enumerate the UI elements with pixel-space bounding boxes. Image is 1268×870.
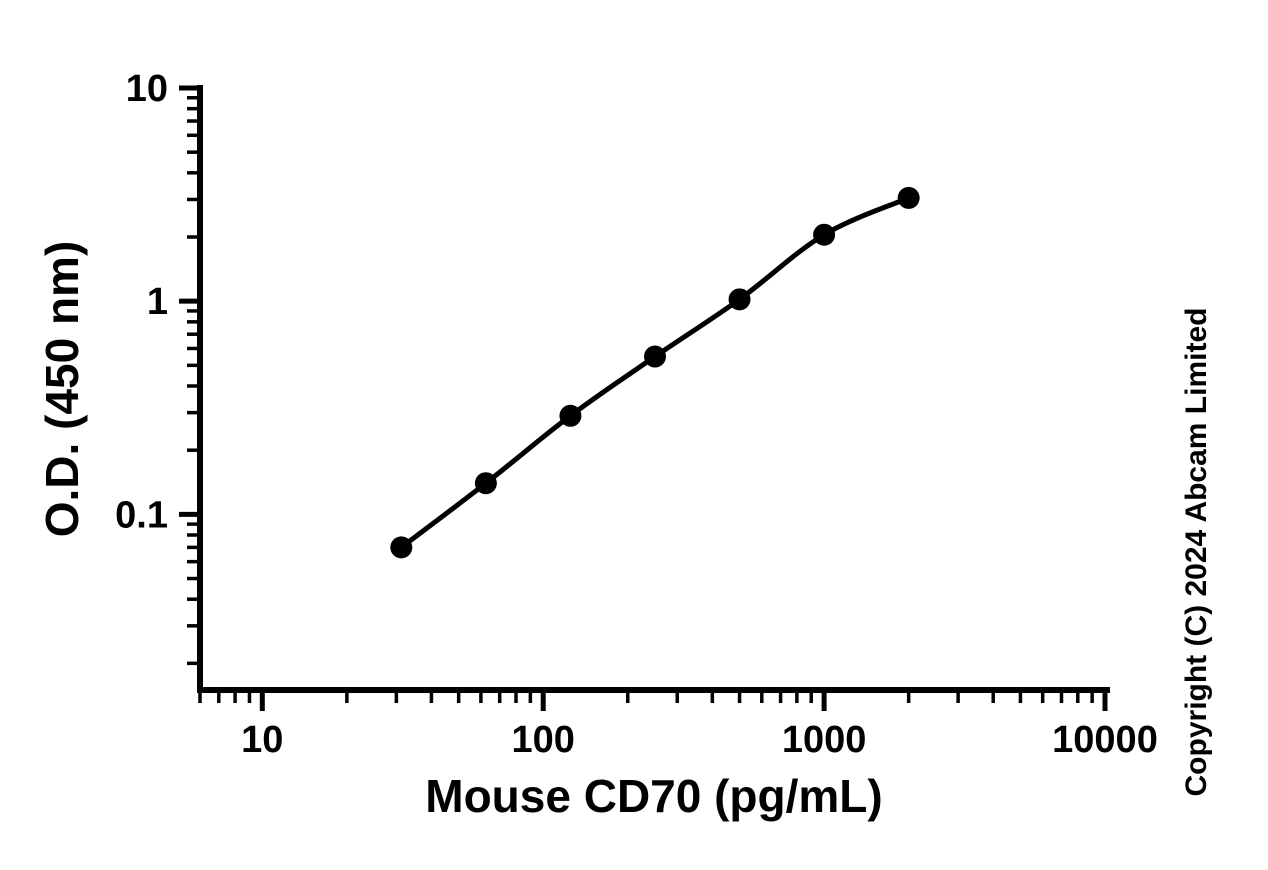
tick-labels-group: 10 100 1000 10000 0.1 1 10 [115,68,1158,761]
x-tick-label: 10 [241,719,283,761]
data-point-marker [813,223,836,246]
y-axis-title: O.D. (450 nm) [36,241,88,538]
data-point-marker [728,288,751,311]
y-tick-label: 1 [147,281,168,323]
x-tick-label: 1000 [782,719,867,761]
x-axis-title: Mouse CD70 (pg/mL) [425,770,882,822]
y-tick-label: 10 [126,68,168,110]
x-tick-label: 10000 [1052,719,1158,761]
y-tick-label: 0.1 [115,494,168,536]
copyright-text: Copyright (C) 2024 Abcam Limited [1180,308,1213,797]
axes-group [197,85,1110,693]
data-point-marker [897,186,920,209]
series-group [390,186,920,559]
ticks-group [179,85,1108,711]
standard-curve-line [398,195,912,550]
data-point-marker [643,345,666,368]
data-point-marker [474,472,497,495]
x-tick-label: 100 [512,719,575,761]
data-point-marker [390,536,413,559]
data-point-marker [559,404,582,427]
